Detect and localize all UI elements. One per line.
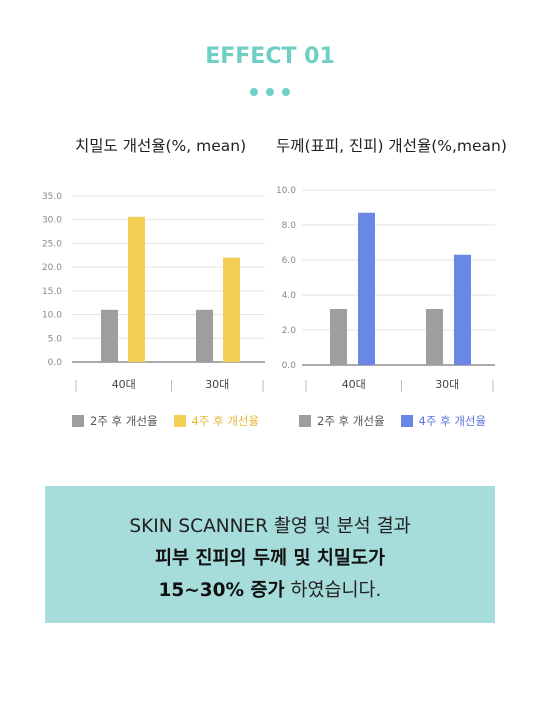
- legend-label: 2주 후 개선율: [90, 414, 158, 428]
- legend-swatch-grey: [72, 415, 84, 427]
- y-tick-label: 0.0: [48, 358, 63, 368]
- y-tick-label: 4.0: [282, 291, 297, 301]
- bar-2w: [101, 309, 118, 362]
- x-category-label: 40대: [112, 378, 136, 391]
- legend-label: 2주 후 개선율: [317, 414, 385, 428]
- y-tick-label: 15.0: [42, 287, 62, 297]
- legend-swatch-blue: [400, 415, 413, 427]
- legend-thickness: 2주 후 개선율 4주 후 개선율: [299, 413, 502, 429]
- x-category-label: 30대: [435, 378, 459, 391]
- y-tick-label: 35.0: [42, 192, 62, 202]
- x-category-label: 40대: [342, 378, 366, 391]
- y-tick-label: 2.0: [282, 326, 297, 336]
- section-title: EFFECT 01: [205, 44, 335, 69]
- x-category-label: 30대: [205, 378, 229, 391]
- summary-rest: 하였습니다.: [284, 580, 382, 601]
- y-tick-label: 30.0: [42, 216, 62, 226]
- y-tick-label: 25.0: [42, 239, 62, 249]
- legend-item-2w: 2주 후 개선율: [72, 413, 158, 429]
- legend-item-4w: 4주 후 개선율: [173, 413, 260, 429]
- bar-4w: [454, 254, 471, 365]
- chart-title-thickness: 두께(표피, 진피) 개선율(%,mean): [276, 137, 507, 155]
- dot: [266, 88, 274, 96]
- legend-label: 4주 후 개선율: [191, 414, 260, 428]
- y-tick-label: 20.0: [42, 263, 62, 273]
- bar-4w: [128, 216, 145, 362]
- y-tick-label: 8.0: [282, 221, 297, 231]
- summary-line-2: 피부 진피의 두께 및 치밀도가: [154, 548, 385, 569]
- legend-item-4w: 4주 후 개선율: [400, 413, 487, 429]
- legend-swatch-grey: [299, 415, 311, 427]
- legend-item-2w: 2주 후 개선율: [299, 413, 385, 429]
- bar-2w: [330, 309, 347, 365]
- summary-line-3: 15~30% 증가 하였습니다.: [45, 576, 495, 602]
- y-tick-label: 10.0: [276, 186, 296, 196]
- legend-density: 2주 후 개선율 4주 후 개선율: [72, 413, 275, 429]
- chart-title-density: 치밀도 개선율(%, mean): [75, 137, 247, 155]
- dots-divider: [0, 88, 540, 96]
- y-tick-label: 0.0: [282, 361, 297, 371]
- bar-2w: [196, 309, 213, 362]
- legend-swatch-yellow: [173, 415, 186, 427]
- dot: [250, 88, 258, 96]
- legend-label: 4주 후 개선율: [418, 414, 487, 428]
- dot: [282, 88, 290, 96]
- y-tick-label: 10.0: [42, 311, 62, 321]
- bar-4w: [223, 257, 240, 362]
- summary-line-1: SKIN SCANNER 촬영 및 분석 결과: [129, 516, 411, 537]
- summary-box: SKIN SCANNER 촬영 및 분석 결과 피부 진피의 두께 및 치밀도가…: [45, 486, 495, 623]
- bar-4w: [358, 212, 375, 365]
- bar-2w: [426, 309, 443, 365]
- y-tick-label: 5.0: [48, 334, 63, 344]
- y-tick-label: 6.0: [282, 256, 297, 266]
- summary-highlight: 15~30% 증가: [158, 580, 285, 601]
